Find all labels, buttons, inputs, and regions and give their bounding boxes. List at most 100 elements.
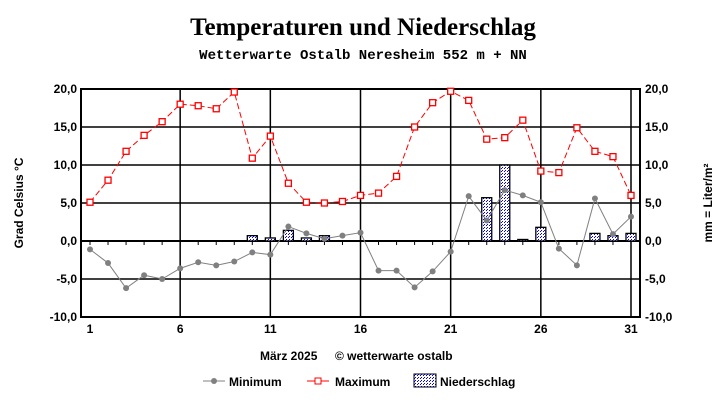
x-tick: 11 <box>264 322 277 336</box>
maximum-point <box>212 105 220 113</box>
minimum-point <box>159 276 166 282</box>
maximum-point <box>591 147 599 155</box>
y-tick-left: -5,0 <box>56 272 77 286</box>
precip-bar <box>517 238 529 242</box>
minimum-point <box>447 248 454 255</box>
legend-niederschlag: Niederschlag <box>440 375 515 389</box>
maximum-point <box>483 135 491 143</box>
maximum-point <box>122 147 130 155</box>
precip-bar <box>282 229 295 242</box>
minimum-point <box>519 192 526 199</box>
minimum-point <box>537 199 544 206</box>
minimum-point <box>123 285 130 292</box>
minimum-point <box>141 272 148 279</box>
y-axis-right-label: mm = Liter/m² <box>701 163 715 242</box>
maximum-point <box>428 99 437 107</box>
minimum-point <box>628 213 634 220</box>
minimum-point <box>285 223 292 230</box>
minimum-point <box>105 260 112 267</box>
y-tick-right: 0,0 <box>645 234 662 248</box>
maximum-point <box>320 199 329 207</box>
minimum-point <box>249 249 256 256</box>
y-tick-left: 10,0 <box>54 158 78 172</box>
maximum-point <box>140 131 148 140</box>
legend-maximum: Maximum <box>335 375 390 389</box>
maximum-point <box>266 132 274 140</box>
maximum-point <box>86 198 94 206</box>
minimum-point <box>375 267 382 274</box>
maximum-point <box>501 133 509 142</box>
maximum-point <box>537 167 545 175</box>
maximum-point <box>356 191 365 200</box>
y-tick-left: -10,0 <box>50 310 78 324</box>
precip-bar <box>535 226 547 242</box>
x-tick: 31 <box>624 322 638 336</box>
precip-bar <box>625 232 637 242</box>
y-tick-right: -5,0 <box>645 272 666 286</box>
minimum-point <box>573 262 580 269</box>
y-tick-left: 15,0 <box>54 120 78 134</box>
y-tick-right: 10,0 <box>645 158 669 172</box>
precip-bar <box>246 235 258 242</box>
minimum-point <box>213 262 220 269</box>
y-tick-right: -10,0 <box>645 310 673 324</box>
x-tick: 21 <box>444 322 458 336</box>
legend-precip-marker <box>413 373 437 388</box>
minimum-point <box>357 229 364 236</box>
maximum-point <box>627 191 635 200</box>
maximum-point <box>338 197 347 206</box>
y-axis-left-label: Grad Celsius °C <box>12 157 26 248</box>
maximum-point <box>194 102 202 110</box>
maximum-point <box>158 118 166 126</box>
maximum-point <box>104 176 112 184</box>
minimum-point <box>501 187 508 194</box>
minimum-point <box>87 246 93 253</box>
maximum-point <box>465 96 473 105</box>
minimum-point <box>591 195 598 202</box>
y-tick-right: 20,0 <box>645 82 669 96</box>
minimum-point <box>231 258 238 265</box>
x-tick: 26 <box>534 322 548 336</box>
x-tick: 16 <box>354 322 368 336</box>
maximum-point <box>555 168 563 177</box>
maximum-point <box>176 100 184 108</box>
minimum-point <box>177 265 184 272</box>
maximum-point <box>392 172 401 181</box>
minimum-point <box>195 259 202 266</box>
minimum-point <box>303 230 310 237</box>
maximum-point <box>284 179 293 187</box>
y-tick-right: 15,0 <box>645 120 669 134</box>
precip-bar <box>264 237 276 242</box>
minimum-point <box>393 267 400 274</box>
precip-bar <box>300 237 313 242</box>
minimum-point <box>267 251 274 258</box>
legend-maximum-marker <box>314 377 322 385</box>
minimum-point <box>483 217 490 224</box>
y-tick-left: 5,0 <box>60 196 77 210</box>
precip-bar <box>499 164 511 242</box>
maximum-point <box>609 152 617 161</box>
y-tick-left: 20,0 <box>54 82 78 96</box>
x-axis-label: März 2025 <box>260 349 318 363</box>
credit-text: © wetterwarte ostalb <box>335 349 453 363</box>
maximum-point <box>248 154 256 162</box>
minimum-point <box>339 232 346 239</box>
y-tick-left: 0,0 <box>60 234 77 248</box>
legend: Minimum Maximum Niederschlag <box>203 373 515 389</box>
chart-subtitle: Wetterwarte Ostalb Neresheim 552 m + NN <box>199 48 527 64</box>
legend-minimum-marker <box>211 378 217 384</box>
minimum-point <box>555 245 562 252</box>
precip-bar <box>589 232 601 242</box>
maximum-point <box>573 124 581 132</box>
maximum-point <box>410 123 419 131</box>
maximum-point <box>374 189 383 197</box>
chart-title: Temperaturen und Niederschlag <box>190 14 536 41</box>
maximum-point <box>230 88 238 96</box>
minimum-point <box>465 193 472 200</box>
maximum-point <box>302 198 311 206</box>
legend-minimum: Minimum <box>229 375 282 389</box>
maximum-point <box>447 87 455 95</box>
x-tick: 1 <box>87 322 94 336</box>
minimum-point <box>321 235 328 242</box>
minimum-point <box>609 231 616 238</box>
